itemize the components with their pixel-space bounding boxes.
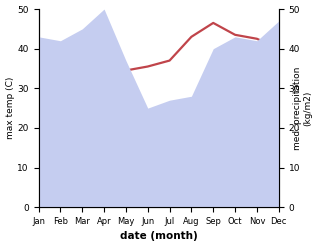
Y-axis label: med. precipitation
(kg/m2): med. precipitation (kg/m2)	[293, 66, 313, 150]
Y-axis label: max temp (C): max temp (C)	[5, 77, 15, 139]
X-axis label: date (month): date (month)	[120, 231, 197, 242]
